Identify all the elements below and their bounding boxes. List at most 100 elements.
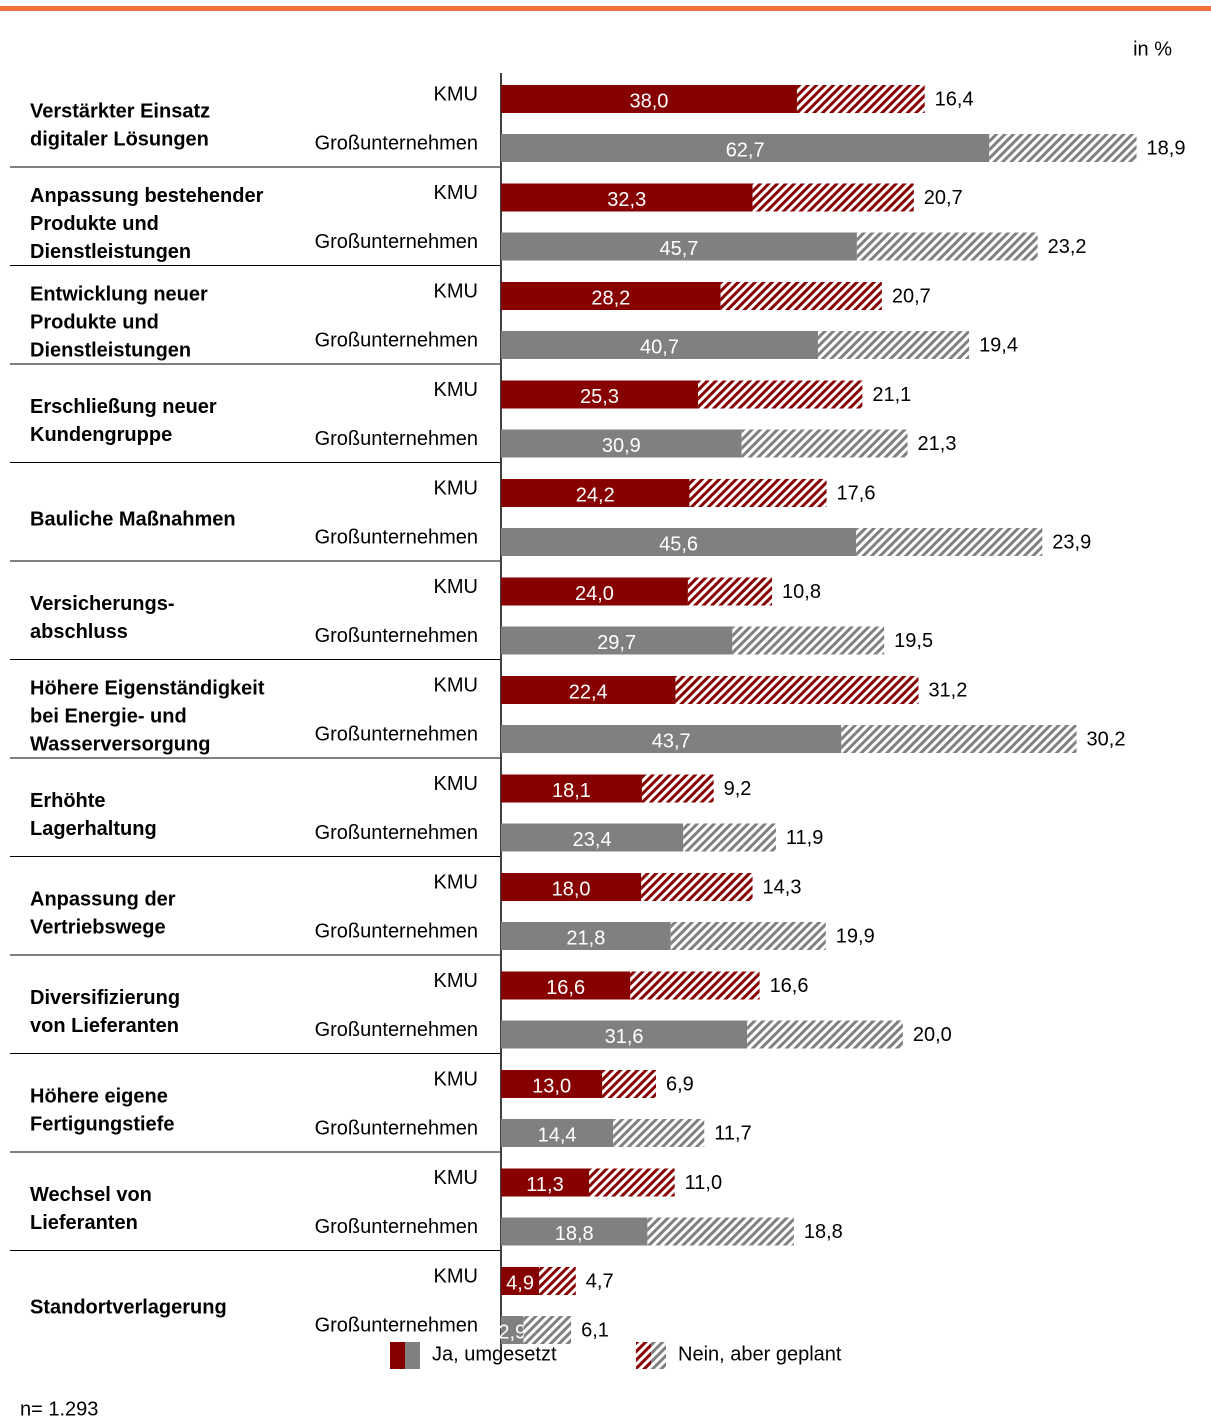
- note: n= 1.293: [20, 1398, 98, 1420]
- legend-swatch: [651, 1342, 666, 1369]
- bar-segment: [670, 922, 826, 950]
- bar-segment: [647, 1217, 794, 1246]
- value-label: 62,7: [726, 139, 765, 161]
- bar-segment: [501, 134, 990, 162]
- bar-segment: [817, 331, 970, 359]
- value-label: 28,2: [591, 287, 630, 309]
- bar-segment: [741, 429, 908, 458]
- value-label: 32,3: [607, 189, 646, 211]
- bar-segment: [501, 1070, 603, 1098]
- bar-segment: [501, 1168, 590, 1197]
- value-label: 10,8: [782, 581, 821, 603]
- value-label: 18,8: [555, 1223, 594, 1245]
- bar-segment: [501, 183, 753, 212]
- subgroup-label: Großunternehmen: [315, 329, 478, 351]
- value-label: 18,8: [804, 1221, 843, 1243]
- value-label: 20,0: [913, 1024, 952, 1046]
- subgroup-label: KMU: [434, 1068, 478, 1090]
- subgroup-label: KMU: [434, 576, 478, 598]
- subgroup-label: KMU: [434, 280, 478, 302]
- category-label: Verstärkter Einsatz: [30, 100, 210, 122]
- category-label: Produkte und: [30, 213, 159, 235]
- subgroup-label: Großunternehmen: [315, 920, 478, 942]
- top-rule: [0, 6, 1211, 11]
- bar-segment: [501, 429, 742, 458]
- category-label: Dienstleistungen: [30, 241, 191, 263]
- category-label: Fertigungstiefe: [30, 1113, 174, 1135]
- category-label: Dienstleistungen: [30, 339, 191, 361]
- value-label: 6,9: [666, 1073, 694, 1095]
- subgroup-label: Großunternehmen: [315, 1019, 478, 1041]
- subgroup-label: Großunternehmen: [315, 723, 478, 745]
- category-label: Höhere Eigenständigkeit: [30, 677, 265, 699]
- value-label: 2,9: [498, 1321, 526, 1343]
- value-label: 19,9: [836, 925, 875, 947]
- subgroup-label: KMU: [434, 1265, 478, 1287]
- value-label: 11,0: [685, 1172, 722, 1194]
- value-label: 31,2: [928, 679, 967, 701]
- bar-segment: [683, 823, 776, 852]
- bar-segment: [501, 626, 733, 655]
- bar-segment: [856, 528, 1043, 556]
- bar-segment: [747, 1020, 903, 1049]
- value-label: 17,6: [837, 482, 876, 504]
- value-label: 14,3: [763, 876, 802, 898]
- subgroup-label: KMU: [434, 871, 478, 893]
- bar-segment: [720, 282, 882, 310]
- value-label: 45,6: [659, 533, 698, 555]
- subgroup-label: KMU: [434, 379, 478, 401]
- bar-segment: [501, 528, 857, 556]
- bar-segment: [501, 774, 642, 803]
- legend-swatch: [390, 1342, 405, 1369]
- category-label: Wechsel von: [30, 1184, 152, 1206]
- value-label: 24,0: [575, 583, 614, 605]
- bar-segment: [501, 873, 642, 901]
- value-label: 21,8: [566, 927, 605, 949]
- subgroup-label: Großunternehmen: [315, 625, 478, 647]
- bar-segment: [687, 577, 773, 606]
- legend-label: Nein, aber geplant: [678, 1343, 842, 1365]
- subgroup-label: KMU: [434, 83, 478, 105]
- legend-swatch: [636, 1342, 651, 1369]
- bar-segment: [501, 823, 684, 852]
- value-label: 19,4: [979, 334, 1018, 356]
- bar-segment: [602, 1070, 656, 1098]
- bar-segment: [501, 380, 699, 409]
- value-label: 30,2: [1087, 728, 1126, 750]
- category-label: bei Energie- und: [30, 705, 187, 727]
- bar-segment: [589, 1168, 675, 1197]
- bar-segment: [501, 577, 688, 606]
- category-label: Vertriebswege: [30, 916, 166, 938]
- value-label: 9,2: [724, 778, 752, 800]
- value-label: 18,9: [1147, 137, 1186, 159]
- category-label: Diversifizierung: [30, 987, 180, 1009]
- category-label: Entwicklung neuer: [30, 283, 208, 305]
- bar-segment: [641, 873, 753, 901]
- subgroup-label: KMU: [434, 773, 478, 795]
- bar-segment: [501, 1217, 648, 1246]
- bar-segment: [856, 232, 1038, 261]
- bar-segment: [501, 922, 671, 950]
- value-label: 16,6: [770, 975, 809, 997]
- value-label: 14,4: [538, 1124, 577, 1146]
- category-label: Anpassung der: [30, 888, 176, 910]
- subgroup-label: Großunternehmen: [315, 1216, 478, 1238]
- value-label: 21,1: [872, 384, 911, 406]
- bar-segment: [501, 331, 818, 359]
- subgroup-label: Großunternehmen: [315, 428, 478, 450]
- bar-segment: [641, 774, 714, 803]
- subgroup-label: KMU: [434, 970, 478, 992]
- bar-segment: [698, 380, 863, 409]
- bar-segment: [989, 134, 1137, 162]
- bar-segment: [613, 1119, 705, 1147]
- bar-segment: [501, 971, 631, 1000]
- unit-label: in %: [1133, 38, 1172, 60]
- value-label: 20,7: [924, 187, 963, 209]
- value-label: 22,4: [569, 681, 608, 703]
- subgroup-label: Großunternehmen: [315, 526, 478, 548]
- value-label: 31,6: [605, 1026, 644, 1048]
- subgroup-label: KMU: [434, 1167, 478, 1189]
- bar-segment: [752, 183, 914, 212]
- category-label: abschluss: [30, 621, 128, 643]
